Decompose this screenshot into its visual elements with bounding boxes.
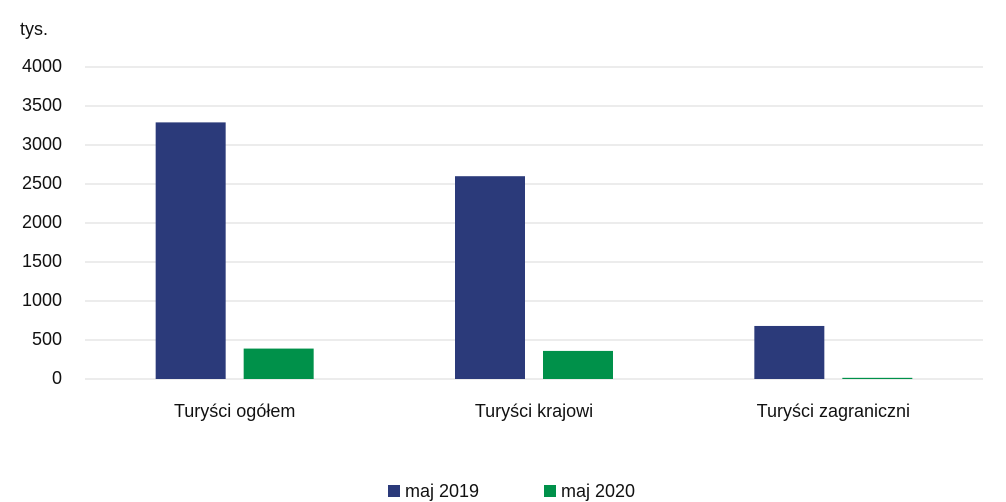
y-tick-label: 4000 xyxy=(22,56,62,76)
y-tick-label: 2500 xyxy=(22,173,62,193)
y-tick-label: 3500 xyxy=(22,95,62,115)
y-tick-label: 1500 xyxy=(22,251,62,271)
x-tick-label: Turyści ogółem xyxy=(174,401,295,421)
y-tick-label: 1000 xyxy=(22,290,62,310)
y-tick-label: 3000 xyxy=(22,134,62,154)
legend-swatch xyxy=(388,485,400,497)
bar xyxy=(455,176,525,379)
y-tick-label: 500 xyxy=(32,329,62,349)
bar xyxy=(543,350,613,379)
x-tick-label: Turyści krajowi xyxy=(475,401,593,421)
legend-swatch xyxy=(544,485,556,497)
y-tick-label: 2000 xyxy=(22,212,62,232)
x-tick-label: Turyści zagraniczni xyxy=(757,401,910,421)
bar xyxy=(155,122,226,379)
bar xyxy=(754,325,825,379)
bar xyxy=(243,348,314,379)
bar xyxy=(842,377,913,379)
y-tick-label: 0 xyxy=(52,368,62,388)
legend-label: maj 2020 xyxy=(561,481,635,501)
y-axis-label: tys. xyxy=(20,19,48,39)
legend-label: maj 2019 xyxy=(405,481,479,501)
